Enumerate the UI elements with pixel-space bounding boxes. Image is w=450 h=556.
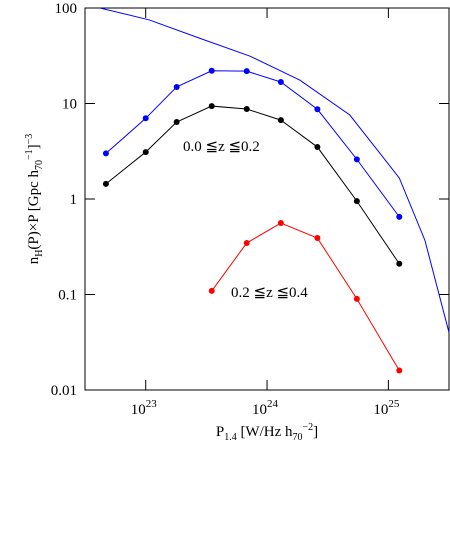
point: [173, 83, 180, 90]
ylabel-part: n: [26, 256, 42, 264]
annotation: 0.2 ≦z ≦0.4: [231, 285, 308, 301]
point: [353, 156, 360, 163]
x-tick-exponent: 24: [267, 398, 279, 410]
y-tick-label: 1: [70, 192, 78, 208]
xlabel-part: [W/Hz h: [237, 424, 293, 440]
y-tick-label: 10: [62, 97, 77, 113]
point: [353, 198, 360, 205]
point: [243, 240, 250, 247]
ylabel-part: 70: [34, 160, 45, 170]
point: [142, 149, 149, 156]
point: [208, 67, 215, 74]
x-tick-exponent: 25: [388, 398, 400, 410]
ylabel-part: ]: [26, 144, 42, 149]
x-tick-exponent: 23: [146, 398, 158, 410]
ylabel-part: −1: [24, 149, 35, 160]
y-tick-label: 100: [55, 1, 78, 17]
point: [353, 295, 360, 302]
y-tick-label: 0.01: [51, 383, 77, 399]
point: [277, 78, 284, 85]
point: [277, 117, 284, 124]
point: [173, 119, 180, 126]
point: [396, 367, 403, 374]
point: [314, 144, 321, 151]
point: [142, 115, 149, 122]
xlabel-part: P: [216, 424, 224, 440]
x-tick-base: 10: [373, 402, 388, 418]
xlabel-part: −2: [303, 422, 314, 433]
xlabel-part: ]: [313, 424, 318, 440]
ylabel-part: H: [34, 250, 45, 257]
x-tick-label: 1023: [131, 398, 158, 418]
xlabel: P1.4 [W/Hz h70−2]: [216, 422, 318, 443]
x-tick-base: 10: [131, 402, 146, 418]
xlabel-part: 1.4: [224, 432, 237, 443]
point: [277, 220, 284, 227]
point: [314, 235, 321, 242]
xlabel-part: 70: [293, 432, 303, 443]
series-line: [99, 8, 449, 333]
ylabel-part: −3: [24, 134, 35, 145]
plot-frame: [84, 7, 450, 391]
y-tick-label: 0.1: [58, 288, 77, 304]
point: [243, 68, 250, 75]
x-tick-label: 1024: [252, 398, 279, 418]
annotation: 0.0 ≦z ≦0.2: [183, 139, 260, 155]
point: [102, 150, 109, 157]
x-tick-base: 10: [252, 402, 267, 418]
point: [243, 106, 250, 113]
ylabel-part: (P)×P [Gpc h: [26, 169, 42, 249]
series-line: [211, 222, 400, 371]
point: [208, 103, 215, 110]
point: [208, 287, 215, 294]
point: [396, 213, 403, 220]
point: [396, 260, 403, 267]
point: [102, 180, 109, 187]
ylabel: nH(P)×P [Gpc h70−1]−3: [24, 134, 45, 265]
x-tick-label: 1025: [373, 398, 400, 418]
point: [314, 106, 321, 113]
